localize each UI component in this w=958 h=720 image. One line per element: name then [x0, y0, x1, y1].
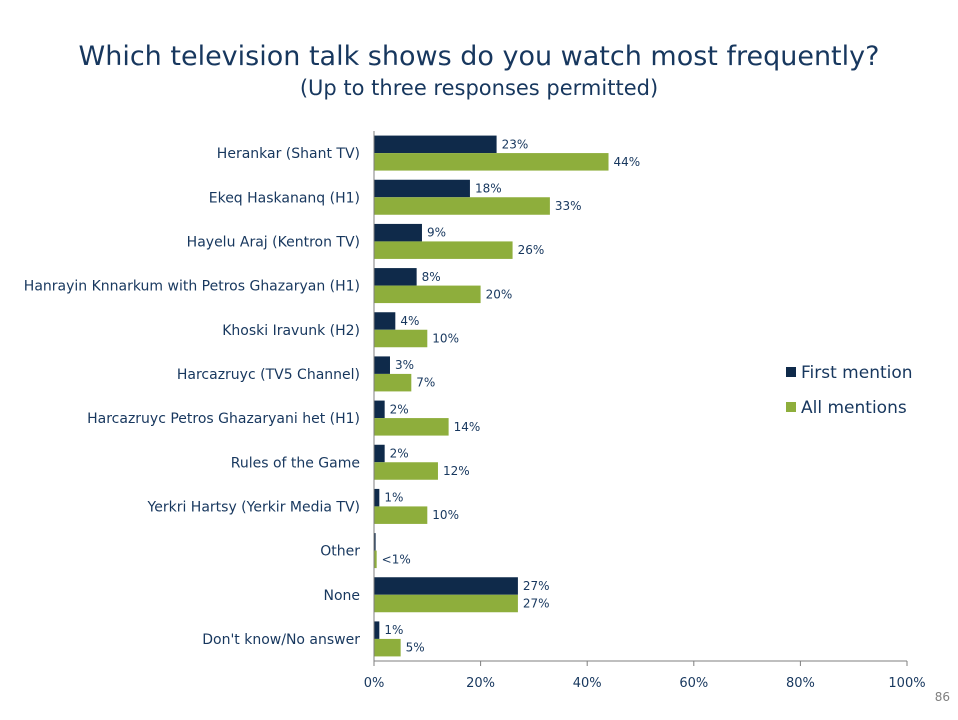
- category-label: Don't know/No answer: [202, 632, 360, 648]
- bar-first-mention: [374, 400, 385, 419]
- value-label-all-mentions: 26%: [518, 243, 545, 257]
- category-label: Harcazruyc (TV5 Channel): [177, 367, 360, 383]
- bar-all-mentions: [374, 285, 481, 304]
- legend-swatch-all-mentions: [786, 402, 796, 412]
- x-tick-label: 60%: [679, 676, 708, 691]
- category-label: Khoski Iravunk (H2): [222, 323, 360, 339]
- bar-all-mentions: [374, 153, 609, 171]
- value-label-all-mentions: 5%: [406, 641, 425, 655]
- bar-all-mentions: [374, 197, 550, 215]
- bar-first-mention: [374, 268, 417, 286]
- x-tick-label: 40%: [573, 676, 602, 691]
- category-label: Yerkri Hartsy (Yerkir Media TV): [147, 499, 360, 515]
- value-label-all-mentions: 7%: [416, 376, 435, 390]
- value-label-first-mention: 2%: [390, 402, 409, 416]
- x-tick-label: 20%: [466, 676, 495, 691]
- value-label-all-mentions: 10%: [432, 332, 459, 346]
- bar-all-mentions: [374, 462, 438, 480]
- value-label-all-mentions: 33%: [555, 199, 582, 213]
- bar-all-mentions: [374, 373, 412, 392]
- bar-first-mention: [374, 533, 376, 551]
- value-label-all-mentions: 44%: [614, 155, 641, 169]
- value-label-first-mention: 1%: [384, 623, 403, 637]
- bar-all-mentions: [374, 550, 377, 569]
- value-label-first-mention: 4%: [400, 314, 419, 328]
- value-label-all-mentions: <1%: [382, 552, 411, 566]
- value-label-all-mentions: 10%: [432, 508, 459, 522]
- bar-first-mention: [374, 356, 390, 374]
- value-label-first-mention: 1%: [384, 491, 403, 505]
- bar-first-mention: [374, 135, 497, 154]
- value-label-first-mention: 23%: [502, 137, 529, 151]
- bar-first-mention: [374, 621, 380, 639]
- bar-first-mention: [374, 312, 396, 330]
- category-label: Hayelu Araj (Kentron TV): [187, 234, 360, 250]
- x-tick-label: 100%: [888, 676, 925, 691]
- bar-first-mention: [374, 577, 518, 595]
- legend-label-first-mention: First mention: [801, 363, 913, 383]
- category-label: None: [323, 588, 360, 604]
- category-label: Hanrayin Knnarkum with Petros Ghazaryan …: [24, 279, 360, 295]
- bar-first-mention: [374, 444, 385, 463]
- bar-all-mentions: [374, 329, 428, 348]
- value-label-all-mentions: 12%: [443, 464, 470, 478]
- bar-first-mention: [374, 223, 422, 242]
- value-label-first-mention: 8%: [422, 270, 441, 284]
- category-label: Herankar (Shant TV): [217, 146, 360, 162]
- value-label-first-mention: 18%: [475, 182, 502, 196]
- legend-swatch-first-mention: [786, 367, 796, 377]
- category-label: Rules of the Game: [231, 455, 360, 471]
- value-label-first-mention: 27%: [523, 579, 550, 593]
- value-label-all-mentions: 14%: [454, 420, 481, 434]
- category-label: Ekeq Haskananq (H1): [209, 190, 360, 206]
- chart-title: Which television talk shows do you watch…: [78, 41, 880, 72]
- value-label-first-mention: 2%: [390, 447, 409, 461]
- bar-all-mentions: [374, 241, 513, 259]
- chart-subtitle: (Up to three responses permitted): [299, 76, 659, 100]
- x-tick-label: 80%: [786, 676, 815, 691]
- page-number: 86: [934, 690, 950, 704]
- bar-all-mentions: [374, 418, 449, 436]
- bar-first-mention: [374, 488, 380, 507]
- x-tick-label: 0%: [364, 676, 385, 691]
- bar-all-mentions: [374, 594, 518, 613]
- bar-first-mention: [374, 179, 470, 198]
- category-label: Other: [320, 544, 360, 560]
- category-label: Harcazruyc Petros Ghazaryani het (H1): [87, 411, 360, 427]
- value-label-first-mention: 3%: [395, 358, 414, 372]
- bar-all-mentions: [374, 638, 401, 657]
- value-label-all-mentions: 27%: [523, 597, 550, 611]
- value-label-first-mention: 9%: [427, 226, 446, 240]
- bar-all-mentions: [374, 506, 428, 524]
- value-label-all-mentions: 20%: [486, 287, 513, 301]
- legend-label-all-mentions: All mentions: [801, 398, 907, 418]
